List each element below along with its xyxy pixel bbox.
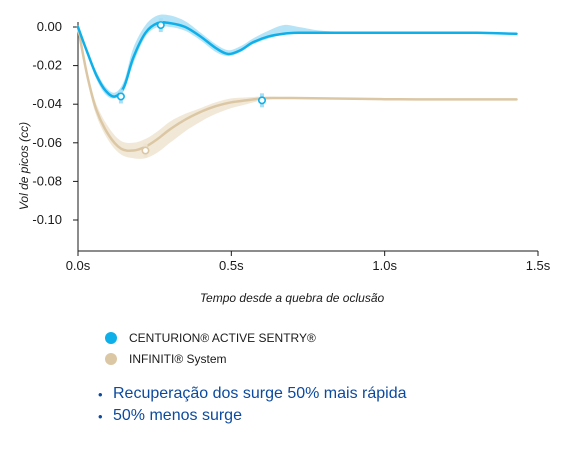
x-tick-label: 1.0s bbox=[372, 258, 397, 273]
x-axis-title: Tempo desde a quebra de oclusão bbox=[200, 291, 385, 305]
y-tick-label: -0.10 bbox=[32, 212, 62, 227]
x-tick-label: 1.5s bbox=[526, 258, 551, 273]
x-tick-label: 0.0s bbox=[66, 258, 91, 273]
y-tick-label: 0.00 bbox=[37, 19, 62, 34]
legend: CENTURION® ACTIVE SENTRY® INFINITI® Syst… bbox=[105, 327, 316, 369]
benefit-text: 50% menos surge bbox=[113, 407, 242, 424]
axes bbox=[77, 22, 538, 252]
legend-label-centurion: CENTURION® ACTIVE SENTRY® bbox=[129, 330, 316, 345]
y-tick-label: -0.08 bbox=[32, 173, 62, 188]
x-tick-label: 0.5s bbox=[219, 258, 244, 273]
series-markers bbox=[116, 18, 266, 158]
series-lines bbox=[76, 20, 518, 152]
series-line-centurion bbox=[76, 20, 518, 98]
legend-item-centurion: CENTURION® ACTIVE SENTRY® bbox=[105, 327, 316, 348]
benefit-item: • Recuperação dos surge 50% mais rápida bbox=[98, 383, 407, 405]
legend-label-infiniti: INFINITI® System bbox=[129, 351, 227, 366]
legend-swatch-infiniti bbox=[105, 352, 117, 365]
legend-swatch-centurion bbox=[105, 331, 117, 344]
y-tick-label: -0.02 bbox=[32, 58, 62, 73]
series-line-infiniti bbox=[76, 25, 518, 152]
x-tick-labels: 0.0s 0.5s 1.0s 1.5s bbox=[66, 251, 551, 273]
bullet-icon: • bbox=[98, 386, 103, 402]
marker-centurion bbox=[156, 21, 165, 30]
marker-infiniti bbox=[141, 146, 150, 155]
legend-item-infiniti: INFINITI® System bbox=[105, 348, 316, 369]
bullet-icon: • bbox=[98, 408, 103, 424]
band-infiniti bbox=[78, 27, 517, 159]
chart: 0.00 -0.02 -0.04 -0.06 -0.08 -0.10 0.0s 0.5s 1.… bbox=[17, 14, 551, 305]
band-centurion bbox=[78, 14, 517, 99]
y-tick-labels: 0.00 -0.02 -0.04 -0.06 -0.08 -0.10 bbox=[32, 19, 78, 227]
y-axis-title: Vol de picos (cc) bbox=[17, 122, 31, 210]
benefit-list: • Recuperação dos surge 50% mais rápida … bbox=[98, 383, 407, 427]
marker-centurion bbox=[257, 96, 266, 105]
benefit-text: Recuperação dos surge 50% mais rápida bbox=[113, 385, 407, 402]
y-tick-label: -0.04 bbox=[32, 96, 62, 111]
benefit-item: • 50% menos surge bbox=[98, 405, 407, 427]
marker-centurion bbox=[116, 92, 125, 101]
y-tick-label: -0.06 bbox=[32, 135, 62, 150]
